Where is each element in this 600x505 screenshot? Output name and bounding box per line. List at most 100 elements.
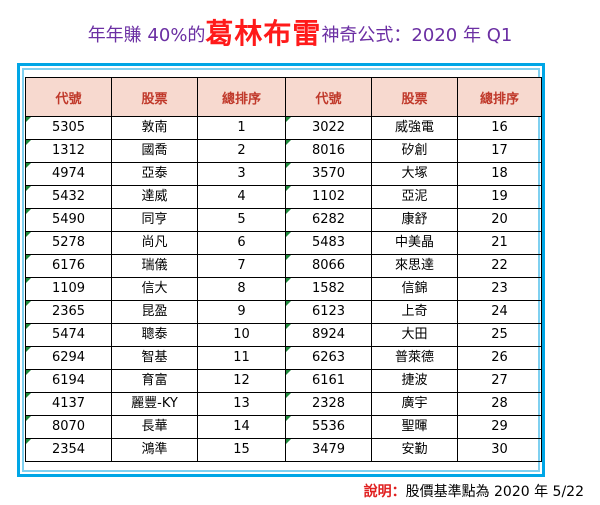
table-row: 6294 智基 11 6263 普萊德 26	[25, 346, 542, 370]
table-row: 1109 信大 8 1582 信錦 23	[25, 277, 542, 301]
rank-cell: 7	[197, 254, 286, 278]
stock-code-cell: 8066	[285, 254, 372, 278]
stock-name-cell: 矽創	[371, 139, 458, 163]
table-row: 4974 亞泰 3 3570 大塚 18	[25, 162, 542, 186]
table-row: 2365 昆盈 9 6123 上奇 24	[25, 300, 542, 324]
stock-code-cell: 4137	[25, 392, 112, 416]
rank-cell: 23	[457, 277, 542, 301]
stock-name-cell: 安勤	[371, 438, 458, 462]
rank-cell: 6	[197, 231, 286, 255]
rank-cell: 18	[457, 162, 542, 186]
rank-cell: 15	[197, 438, 286, 462]
stock-code-cell: 6176	[25, 254, 112, 278]
stock-code-cell: 8016	[285, 139, 372, 163]
rank-cell: 16	[457, 116, 542, 140]
stock-code-cell: 6263	[285, 346, 372, 370]
stock-name-cell: 亞泰	[111, 162, 198, 186]
stock-code-cell: 6161	[285, 369, 372, 393]
stock-name-cell: 大塚	[371, 162, 458, 186]
stock-code-cell: 5474	[25, 323, 112, 347]
stock-name-cell: 來思達	[371, 254, 458, 278]
table-row: 1312 國喬 2 8016 矽創 17	[25, 139, 542, 163]
header-stock: 股票	[111, 77, 198, 117]
stock-name-cell: 聖暉	[371, 415, 458, 439]
table-row: 5474 聰泰 10 8924 大田 25	[25, 323, 542, 347]
stock-name-cell: 威強電	[371, 116, 458, 140]
title-name: 葛林布雷	[205, 17, 322, 50]
rank-cell: 10	[197, 323, 286, 347]
table-row: 2354 鴻準 15 3479 安勤 30	[25, 438, 542, 462]
footnote-label: 說明：	[363, 484, 406, 500]
stock-code-cell: 2354	[25, 438, 112, 462]
stock-name-cell: 中美晶	[371, 231, 458, 255]
footnote: 說明：股價基準點為 2020 年 5/22	[364, 481, 584, 501]
rank-cell: 21	[457, 231, 542, 255]
rank-cell: 17	[457, 139, 542, 163]
page-title: 年年賺 40%的葛林布雷神奇公式：2020 年 Q1	[0, 12, 600, 52]
stock-name-cell: 信大	[111, 277, 198, 301]
table-row: 5432 達威 4 1102 亞泥 19	[25, 185, 542, 209]
table-row: 4137 麗豐-KY 13 2328 廣宇 28	[25, 392, 542, 416]
rank-cell: 29	[457, 415, 542, 439]
stock-code-cell: 2365	[25, 300, 112, 324]
table-row: 6194 育富 12 6161 捷波 27	[25, 369, 542, 393]
rank-cell: 28	[457, 392, 542, 416]
stock-code-cell: 5278	[25, 231, 112, 255]
stock-name-cell: 國喬	[111, 139, 198, 163]
rank-cell: 5	[197, 208, 286, 232]
rank-cell: 2	[197, 139, 286, 163]
stock-name-cell: 捷波	[371, 369, 458, 393]
stock-code-cell: 6123	[285, 300, 372, 324]
stock-name-cell: 敦南	[111, 116, 198, 140]
title-prefix: 年年賺 40%的	[87, 25, 206, 46]
stock-name-cell: 上奇	[371, 300, 458, 324]
stock-code-cell: 3570	[285, 162, 372, 186]
stock-code-cell: 5483	[285, 231, 372, 255]
header-code: 代號	[285, 77, 372, 117]
rank-cell: 25	[457, 323, 542, 347]
header-stock: 股票	[371, 77, 458, 117]
stock-name-cell: 康舒	[371, 208, 458, 232]
rank-cell: 9	[197, 300, 286, 324]
stock-code-cell: 3479	[285, 438, 372, 462]
table-row: 5278 尚凡 6 5483 中美晶 21	[25, 231, 542, 255]
rank-cell: 30	[457, 438, 542, 462]
rank-cell: 12	[197, 369, 286, 393]
stock-name-cell: 大田	[371, 323, 458, 347]
rank-cell: 20	[457, 208, 542, 232]
stock-code-cell: 5536	[285, 415, 372, 439]
stock-code-cell: 6294	[25, 346, 112, 370]
stock-code-cell: 6194	[25, 369, 112, 393]
stock-name-cell: 長華	[111, 415, 198, 439]
rank-cell: 4	[197, 185, 286, 209]
table-row: 5305 敦南 1 3022 威強電 16	[25, 116, 542, 140]
stock-code-cell: 1312	[25, 139, 112, 163]
stock-code-cell: 3022	[285, 116, 372, 140]
rank-cell: 11	[197, 346, 286, 370]
stock-name-cell: 尚凡	[111, 231, 198, 255]
table-row: 5490 同亨 5 6282 康舒 20	[25, 208, 542, 232]
stock-code-cell: 5305	[25, 116, 112, 140]
stock-name-cell: 鴻準	[111, 438, 198, 462]
table-header-row: 代號 股票 總排序 代號 股票 總排序	[25, 77, 542, 117]
rank-cell: 19	[457, 185, 542, 209]
rank-cell: 27	[457, 369, 542, 393]
stock-name-cell: 智基	[111, 346, 198, 370]
rank-cell: 8	[197, 277, 286, 301]
stock-name-cell: 亞泥	[371, 185, 458, 209]
rank-cell: 14	[197, 415, 286, 439]
stock-code-cell: 8070	[25, 415, 112, 439]
stock-name-cell: 同亨	[111, 208, 198, 232]
stock-code-cell: 5490	[25, 208, 112, 232]
ranking-table: 代號 股票 總排序 代號 股票 總排序 5305 敦南 1 3022 威強電 16 1312…	[25, 77, 542, 462]
stock-name-cell: 信錦	[371, 277, 458, 301]
rank-cell: 3	[197, 162, 286, 186]
stock-code-cell: 5432	[25, 185, 112, 209]
rank-cell: 1	[197, 116, 286, 140]
stock-code-cell: 1582	[285, 277, 372, 301]
header-code: 代號	[25, 77, 112, 117]
rank-cell: 24	[457, 300, 542, 324]
stock-name-cell: 達威	[111, 185, 198, 209]
stock-code-cell: 1102	[285, 185, 372, 209]
header-rank: 總排序	[197, 77, 286, 117]
